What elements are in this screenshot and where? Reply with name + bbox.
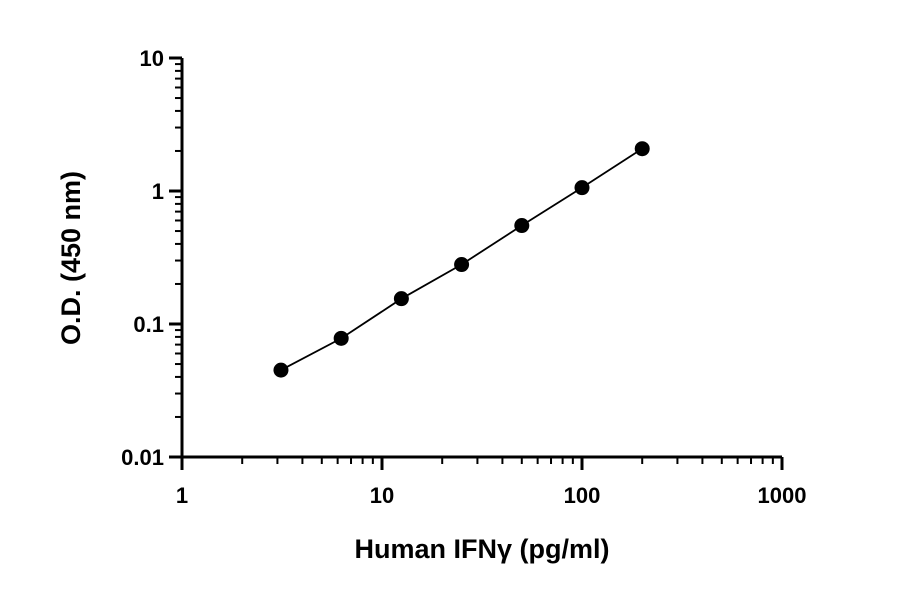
- x-axis: [180, 455, 784, 470]
- y-axis: [169, 56, 184, 459]
- data-point: [634, 141, 650, 157]
- x-tick-label: 1000: [758, 483, 807, 508]
- data-point: [333, 330, 349, 346]
- x-tick-label: 100: [564, 483, 601, 508]
- y-tick-labels: 0.01 0.1 1 10: [121, 46, 164, 470]
- data-points: [273, 141, 650, 378]
- x-tick-labels: 1 10 100 1000: [176, 483, 807, 508]
- y-tick-label: 0.01: [121, 445, 164, 470]
- data-point: [574, 180, 590, 196]
- y-axis-title: O.D. (450 nm): [56, 171, 86, 345]
- y-tick-label: 10: [140, 46, 164, 71]
- data-point: [393, 291, 409, 307]
- x-tick-label: 10: [370, 483, 394, 508]
- y-tick-label: 0.1: [133, 312, 164, 337]
- data-point: [454, 257, 470, 273]
- data-point: [273, 362, 289, 378]
- y-tick-label: 1: [152, 179, 164, 204]
- x-tick-label: 1: [176, 483, 188, 508]
- x-axis-title: Human IFNγ (pg/ml): [355, 534, 610, 564]
- data-point: [514, 218, 530, 234]
